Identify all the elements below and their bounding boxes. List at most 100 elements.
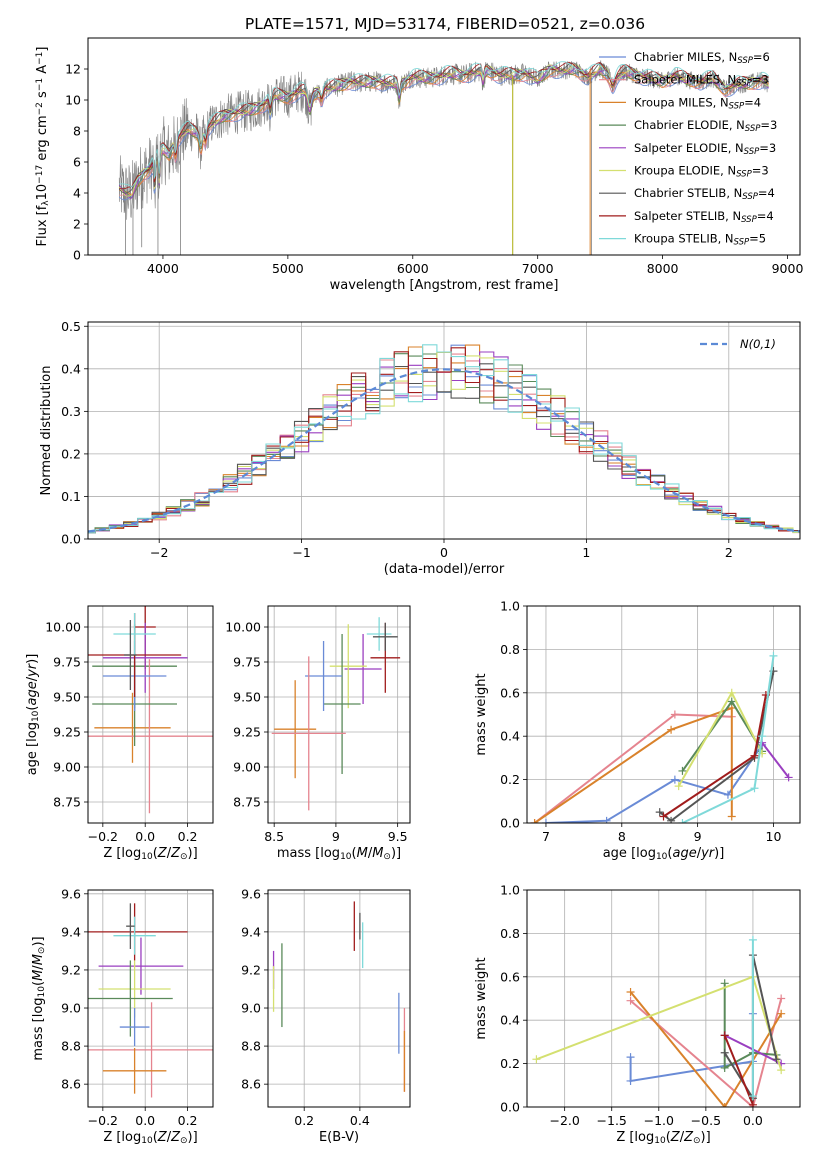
- residuals-panel: −2 −1 0 1 2 0.0 0.1 0.2 0.3 0.4 0.5 (data-model)/er…: [39, 319, 801, 577]
- y-tick-label: 12: [65, 62, 81, 77]
- label-part: age: [603, 846, 631, 861]
- label-part: Z: [157, 846, 168, 861]
- y-tick-label: 9.4: [61, 924, 81, 939]
- y-tick-label: 9.6: [61, 886, 81, 901]
- error-bar-point: [372, 622, 398, 651]
- label-part: /: [680, 1130, 685, 1145]
- x-tick-label: 0.2: [294, 1113, 314, 1128]
- plot-frame: [526, 889, 801, 1108]
- plus-marker: [678, 819, 687, 823]
- error-bar-point: [274, 680, 317, 779]
- label-part: =6: [753, 50, 770, 64]
- plus-marker: [727, 812, 736, 821]
- label-part: M: [372, 846, 383, 861]
- weight-series-3: [723, 983, 777, 1070]
- plot-frame: [267, 889, 411, 1108]
- label-part: Chabrier STELIB, N: [634, 186, 742, 200]
- plus-marker: [720, 1048, 729, 1057]
- legend-entry: Salpeter STELIB, NSSP=4: [634, 209, 774, 225]
- y-tick-label: 10.00: [45, 620, 81, 635]
- x-tick-label: 6000: [397, 261, 429, 276]
- plus-marker: [727, 688, 736, 697]
- x-tick-label: 7000: [522, 261, 554, 276]
- y-tick-label: 9.25: [53, 725, 81, 740]
- model-spectrum-6: [118, 62, 769, 194]
- plus-marker: [777, 1009, 786, 1018]
- ticks: −2 −1 0 1 2 0.0 0.1 0.2 0.3 0.4 0.5: [61, 319, 733, 560]
- y-tick-label: 9.00: [53, 760, 81, 775]
- ticks: 0.2 0.4 8.6 8.8 9.0 9.2 9.4 9.6: [241, 886, 370, 1128]
- plus-marker: [541, 819, 550, 823]
- x-axis-label: E(B-V): [319, 1130, 359, 1145]
- x-axis-label: Z [log10(Z/Z⊙)]: [103, 846, 197, 862]
- points: [271, 617, 401, 811]
- label-part: /: [368, 846, 373, 861]
- plus-marker: [655, 808, 664, 817]
- subscript: SSP: [744, 147, 760, 157]
- y-tick-label: 4: [73, 186, 81, 201]
- plus-marker: [674, 782, 683, 791]
- weight-series-8: [682, 655, 775, 823]
- label-part: ]: [35, 47, 50, 52]
- model-spectrum-2: [119, 68, 770, 196]
- legend-entry: Kroupa MILES, NSSP=4: [634, 95, 761, 111]
- label-part: M: [31, 970, 46, 981]
- mass-vs-ebv-panel: 0.2 0.4 8.6 8.8 9.0 9.2 9.4 9.6 E(B-V): [241, 886, 411, 1145]
- x-tick-label: 10: [766, 829, 782, 844]
- plus-marker: [777, 994, 786, 1003]
- y-tick-label: 6: [73, 155, 81, 170]
- subscript: SSP: [736, 170, 752, 180]
- x-axis-label: wavelength [Angstrom, rest frame]: [330, 278, 559, 293]
- x-tick-label: 9: [694, 829, 702, 844]
- y-tick-label: 0.8: [500, 642, 520, 657]
- spectrum-lines: [118, 60, 770, 255]
- label-part: )]: [31, 936, 46, 946]
- error-bar-point: [323, 634, 361, 774]
- y-tick-label: 0.0: [500, 816, 520, 831]
- subscript: ⊙: [180, 1136, 188, 1146]
- grid-lines: [527, 605, 800, 824]
- weight-series-0: [545, 744, 763, 823]
- label-part: [log: [116, 1130, 141, 1145]
- y-tick-label: 9.00: [233, 760, 261, 775]
- subscript: 10: [340, 852, 352, 862]
- legend-entry: Salpeter MILES, NSSP=3: [634, 73, 769, 89]
- plus-marker: [626, 1076, 635, 1085]
- plus-marker: [723, 790, 732, 799]
- y-tick-label: 8: [73, 124, 81, 139]
- x-tick-label: −0.5: [691, 1113, 721, 1128]
- superscript: −1: [35, 52, 45, 65]
- subscript: SSP: [734, 238, 750, 248]
- x-tick-label: 0: [440, 545, 448, 560]
- ticks: −2.0 −1.5 −1.0 −0.5 0.0 0.0 0.2 0.4 0.6 0.8 1.0: [500, 883, 763, 1129]
- label-part: (: [31, 981, 46, 986]
- weight-lines: [532, 935, 786, 1107]
- plus-marker: [670, 775, 679, 784]
- subscript: SSP: [745, 124, 761, 134]
- x-tick-label: 5000: [272, 261, 304, 276]
- weight-series-7: [723, 1035, 754, 1106]
- label-part: /: [167, 1130, 172, 1145]
- y-tick-label: 8.8: [241, 1039, 261, 1054]
- label-part: Z: [170, 846, 181, 861]
- weight-series-4: [761, 742, 790, 779]
- label-part: M: [357, 846, 368, 861]
- weight-series-5: [677, 690, 763, 787]
- superscript: −1: [35, 78, 45, 91]
- model-spectrum-0: [118, 69, 769, 201]
- label-part: Z: [616, 1130, 629, 1145]
- error-bar-point: [366, 617, 392, 651]
- y-tick-label: 9.2: [61, 962, 81, 977]
- subscript: 10: [141, 852, 153, 862]
- error-bar-point: [271, 656, 346, 811]
- error-bar-point: [113, 916, 156, 955]
- label-part: Salpeter STELIB, N: [634, 209, 741, 223]
- subscript: 10: [656, 852, 668, 862]
- plus-marker: [720, 1063, 729, 1072]
- y-tick-label: 8.75: [53, 795, 81, 810]
- superscript: −2: [35, 102, 45, 115]
- x-tick-label: −1: [292, 545, 310, 560]
- label-part: Kroupa MILES, N: [634, 95, 729, 109]
- x-tick-label: 0.0: [135, 1113, 155, 1128]
- subscript: 10: [31, 710, 41, 722]
